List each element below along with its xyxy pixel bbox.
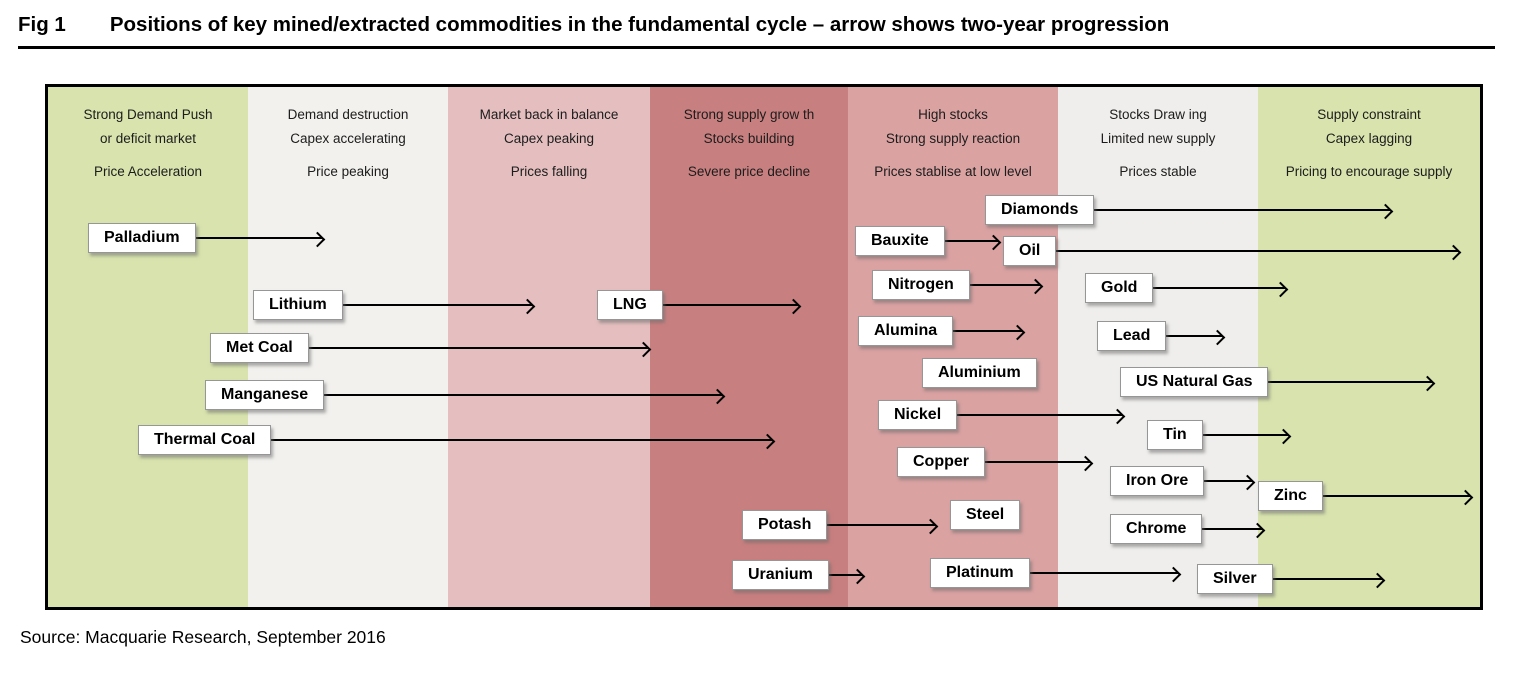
progression-arrow-uranium [828, 574, 862, 576]
commodity-oil: Oil [1003, 236, 1057, 266]
progression-arrow-manganese [323, 394, 722, 396]
zone-header: Stocks Draw ing Limited new supply [1058, 87, 1258, 151]
commodity-steel: Steel [950, 500, 1021, 530]
zone-price-label: Prices stable [1119, 164, 1197, 179]
source-note: Source: Macquarie Research, September 20… [20, 627, 386, 647]
figure-title: Positions of key mined/extracted commodi… [109, 13, 1170, 36]
zone-header-line: Strong supply grow th [683, 107, 815, 122]
commodity-lithium: Lithium [253, 290, 343, 320]
zone-header-line: Capex peaking [503, 131, 595, 146]
progression-arrow-oil [1055, 250, 1458, 252]
progression-arrow-nickel [956, 414, 1122, 416]
progression-arrow-potash [826, 524, 935, 526]
commodity-bauxite: Bauxite [855, 226, 945, 256]
zone-header-line: or deficit market [99, 131, 197, 146]
commodity-us-natural-gas: US Natural Gas [1120, 367, 1269, 397]
commodity-lng: LNG [597, 290, 663, 320]
zone-header-line: Strong supply reaction [885, 131, 1021, 146]
progression-arrow-thermal-coal [270, 439, 772, 441]
progression-arrow-lead [1165, 335, 1222, 337]
zone-header-line: Capex lagging [1325, 131, 1413, 146]
commodity-met-coal: Met Coal [210, 333, 309, 363]
zone-header: Demand destruction Capex accelerating [248, 87, 448, 151]
commodity-gold: Gold [1085, 273, 1154, 303]
zone-header-line: Limited new supply [1100, 131, 1216, 146]
zone-price-label: Price peaking [307, 164, 389, 179]
progression-arrow-met-coal [308, 347, 648, 349]
zone-header-line: Demand destruction [287, 107, 409, 122]
progression-arrow-us-natural-gas [1267, 381, 1432, 383]
cycle-phase-band-7: Supply constraint Capex lagging Pricing to… [1258, 87, 1480, 607]
zone-header-line: Capex accelerating [290, 131, 406, 146]
zone-header: Market back in balance Capex peaking [448, 87, 650, 151]
progression-arrow-lithium [342, 304, 532, 306]
commodity-tin: Tin [1147, 420, 1203, 450]
progression-arrow-zinc [1322, 495, 1470, 497]
zone-price-label: Pricing to encourage supply [1285, 164, 1453, 179]
progression-arrow-diamonds [1093, 209, 1390, 211]
zone-header-line: Stocks building [703, 131, 795, 146]
progression-arrow-copper [984, 461, 1090, 463]
commodity-iron-ore: Iron Ore [1110, 466, 1205, 496]
commodity-copper: Copper [897, 447, 985, 477]
zone-price-label: Price Acceleration [93, 164, 203, 179]
zone-price-label: Severe price decline [687, 164, 811, 179]
commodity-thermal-coal: Thermal Coal [138, 425, 272, 455]
commodity-alumina: Alumina [858, 316, 954, 346]
figure-header: Fig 1 Positions of key mined/extracted co… [18, 13, 1495, 49]
progression-arrow-platinum [1029, 572, 1178, 574]
progression-arrow-tin [1202, 434, 1288, 436]
zone-header-line: Market back in balance [479, 107, 619, 122]
commodity-lead: Lead [1097, 321, 1167, 351]
commodity-layer: Palladium Diamonds Bauxite Oil Nitrogen Gold L… [48, 87, 1480, 607]
cycle-phase-band-5: High stocks Strong supply reaction Prices … [848, 87, 1058, 607]
zone-header: High stocks Strong supply reaction [848, 87, 1058, 151]
progression-arrow-gold [1152, 287, 1285, 289]
commodity-chrome: Chrome [1110, 514, 1203, 544]
commodity-uranium: Uranium [732, 560, 829, 590]
zone-price-label: Prices falling [510, 164, 588, 179]
commodity-platinum: Platinum [930, 558, 1030, 588]
commodity-manganese: Manganese [205, 380, 325, 410]
commodity-nitrogen: Nitrogen [872, 270, 970, 300]
progression-arrow-alumina [952, 330, 1022, 332]
commodity-palladium: Palladium [88, 223, 196, 253]
progression-arrow-chrome [1201, 528, 1262, 530]
commodity-aluminium: Aluminium [922, 358, 1037, 388]
progression-arrow-bauxite [944, 240, 998, 242]
progression-arrow-iron-ore [1203, 480, 1252, 482]
zone-header-line: Supply constraint [1317, 107, 1421, 122]
zone-header-line: Strong Demand Push [83, 107, 213, 122]
zone-header-line: High stocks [918, 107, 988, 122]
cycle-chart: Strong Demand Push or deficit market Price… [45, 84, 1483, 610]
commodity-nickel: Nickel [878, 400, 958, 430]
figure-label: Fig 1 [18, 13, 66, 36]
progression-arrow-lng [662, 304, 798, 306]
zone-header-line: Stocks Draw ing [1109, 107, 1207, 122]
zone-header: Supply constraint Capex lagging [1258, 87, 1480, 151]
progression-arrow-nitrogen [969, 284, 1040, 286]
commodity-silver: Silver [1197, 564, 1273, 594]
progression-arrow-silver [1272, 578, 1382, 580]
commodity-diamonds: Diamonds [985, 195, 1095, 225]
progression-arrow-palladium [195, 237, 322, 239]
commodity-potash: Potash [742, 510, 828, 540]
commodity-zinc: Zinc [1258, 481, 1323, 511]
zone-header: Strong supply grow th Stocks building [650, 87, 848, 151]
zone-header: Strong Demand Push or deficit market [48, 87, 248, 151]
zone-price-label: Prices stablise at low level [874, 164, 1032, 179]
